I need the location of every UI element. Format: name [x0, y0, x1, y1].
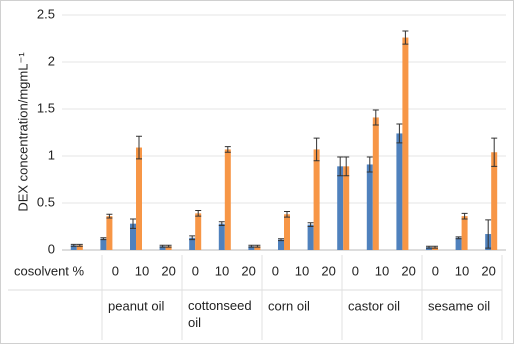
bar — [248, 246, 255, 250]
x-tick-label: 20 — [481, 263, 495, 278]
error-bar — [366, 156, 373, 173]
y-tick-label: 0.5 — [37, 194, 55, 209]
error-bar — [218, 221, 225, 227]
error-bar — [491, 137, 498, 167]
bar — [396, 133, 403, 250]
bar — [106, 216, 113, 250]
x-tick-label: 0 — [432, 263, 439, 278]
bar — [461, 216, 468, 250]
x-tick-label: 10 — [455, 263, 469, 278]
error-bar — [432, 245, 438, 249]
bar — [100, 238, 107, 250]
y-tick-label: 2.5 — [37, 6, 55, 21]
group-label: cottonseed oil — [188, 298, 252, 330]
bar — [278, 239, 284, 250]
x-tick-label: 20 — [161, 263, 175, 278]
error-bar — [402, 30, 409, 45]
error-bar — [485, 219, 492, 249]
y-tick-label: 1.5 — [37, 100, 55, 115]
error-bar — [461, 212, 468, 220]
error-bar — [165, 244, 172, 248]
error-bar — [70, 243, 77, 247]
bar — [254, 246, 261, 250]
x-tick-label: 0 — [352, 263, 359, 278]
error-bar — [284, 210, 290, 218]
y-axis-label: DEX concentration/mgmL⁻¹ — [15, 52, 30, 212]
error-bar — [136, 135, 142, 160]
x-tick-label: 10 — [295, 263, 309, 278]
bar — [343, 166, 350, 250]
error-bar — [396, 123, 403, 144]
y-tick-label: 0 — [48, 241, 55, 256]
bar — [130, 223, 136, 250]
x-tick-label: 20 — [401, 263, 415, 278]
bar — [372, 117, 379, 251]
error-bar — [372, 109, 379, 126]
error-bar — [278, 238, 284, 242]
error-bar — [343, 156, 350, 177]
error-bar — [426, 245, 432, 249]
x-tick-label: 10 — [135, 263, 149, 278]
x-tick-label: 10 — [215, 263, 229, 278]
x-tick-label: 20 — [321, 263, 335, 278]
bar — [76, 245, 83, 250]
bar — [307, 224, 314, 250]
x-tick-label: 0 — [272, 263, 279, 278]
x-row-label: cosolvent % — [14, 263, 85, 278]
x-tick-label: 0 — [112, 263, 119, 278]
bar — [159, 246, 166, 250]
group-label: corn oil — [268, 298, 310, 313]
bar — [165, 246, 172, 250]
bar — [195, 213, 202, 250]
error-bar — [130, 218, 136, 229]
error-bar — [337, 156, 344, 177]
bar — [402, 37, 409, 251]
error-bar — [307, 222, 314, 227]
error-bar — [106, 213, 113, 219]
x-tick-label: 20 — [241, 263, 255, 278]
bar — [366, 164, 373, 250]
error-bar — [189, 235, 196, 241]
error-bar — [455, 236, 462, 240]
bar — [70, 245, 77, 250]
error-bar — [224, 146, 231, 153]
bar — [284, 214, 290, 250]
bar — [218, 223, 225, 250]
error-bar — [313, 137, 320, 162]
bar — [491, 152, 498, 250]
group-label: castor oil — [348, 298, 400, 313]
x-tick-label: 0 — [192, 263, 199, 278]
group-label: sesame oil — [428, 298, 490, 313]
y-tick-label: 2 — [48, 53, 55, 68]
error-bar — [100, 237, 107, 241]
error-bar — [195, 210, 202, 217]
error-bar — [254, 244, 261, 248]
error-bar — [248, 244, 255, 248]
bar — [337, 166, 344, 250]
error-bar — [76, 243, 83, 247]
error-bar — [159, 244, 166, 248]
bar — [455, 237, 462, 250]
x-tick-label: 10 — [375, 263, 389, 278]
bar — [224, 149, 231, 250]
bar — [136, 147, 142, 250]
group-label: peanut oil — [108, 298, 164, 313]
bar — [313, 149, 320, 250]
bar — [189, 237, 196, 250]
y-tick-label: 1 — [48, 147, 55, 162]
